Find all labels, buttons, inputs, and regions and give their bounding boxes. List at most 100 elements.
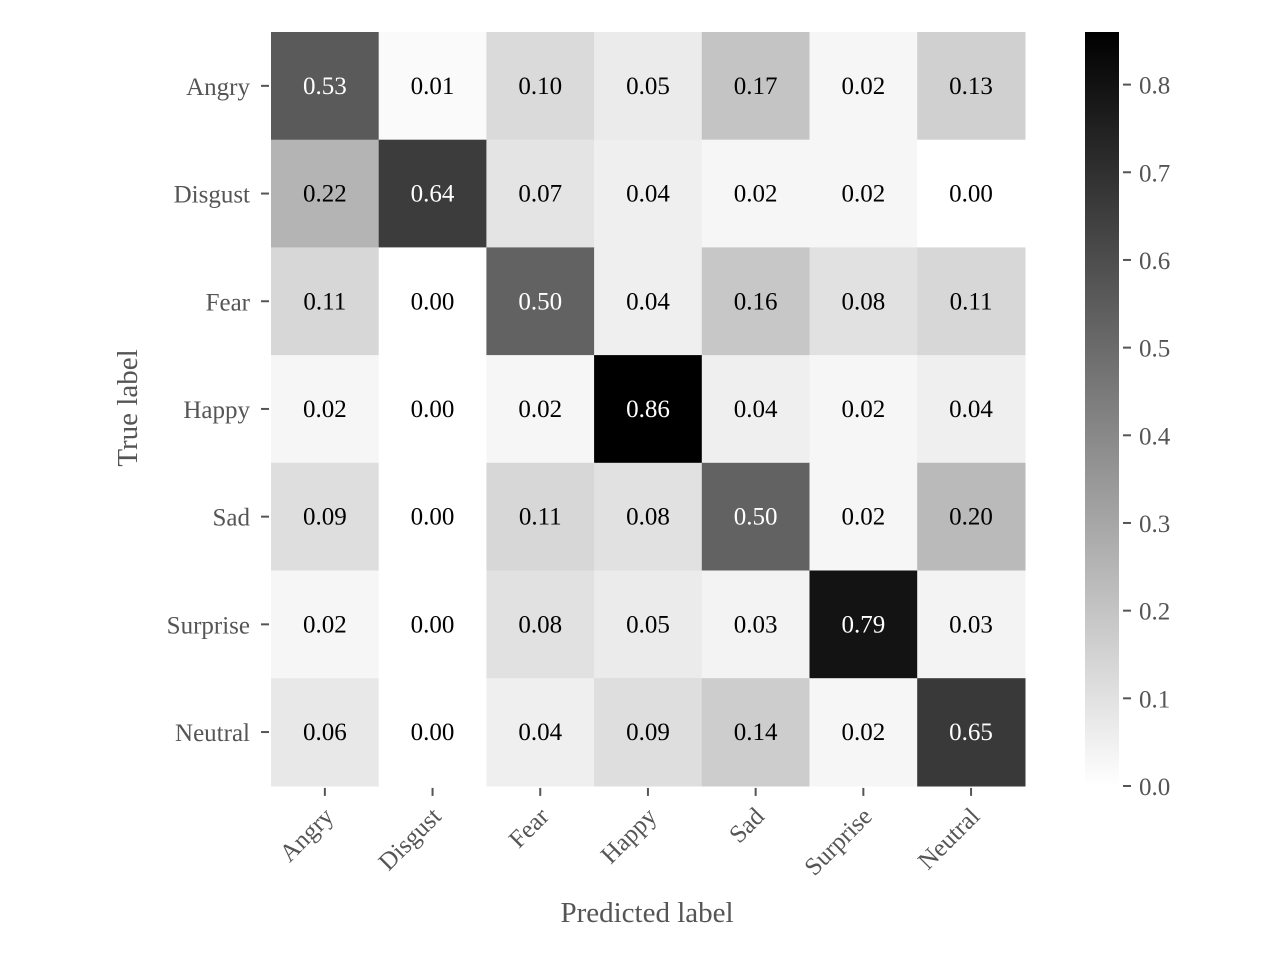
heatmap-cell <box>486 678 595 787</box>
y-axis-ticks: Angry Disgust Fear Happy Sad Surprise Neutral <box>167 74 269 747</box>
heatmap-cell <box>378 139 487 248</box>
y-tick-label: Happy <box>183 397 250 424</box>
y-axis-label: True label <box>112 349 144 466</box>
heatmap-cell <box>701 32 811 141</box>
cell-value-label: 0.64 <box>411 181 455 208</box>
heatmap-cell <box>809 355 918 464</box>
colorbar-tick-label: 0.7 <box>1139 160 1170 187</box>
heatmap-cell <box>378 570 487 679</box>
cell-value-label: 0.03 <box>734 611 778 638</box>
cell-value-label: 0.00 <box>411 396 455 423</box>
heatmap-cell <box>486 32 595 141</box>
cell-value-label: 0.09 <box>303 504 347 531</box>
cell-value-label: 0.08 <box>841 288 885 315</box>
heatmap-cell <box>271 355 380 464</box>
colorbar-tick-label: 0.6 <box>1139 248 1170 275</box>
heatmap-cell <box>594 139 703 248</box>
heatmap-cell <box>378 355 487 464</box>
heatmap-cell <box>701 247 811 356</box>
heatmap-cell <box>917 247 1026 356</box>
heatmap-cell <box>378 247 487 356</box>
heatmap-cells: 0.53 0.01 0.10 0.05 0.17 0.02 0.13 0.22 0.64 0.07… <box>271 32 1026 787</box>
cell-value-label: 0.00 <box>411 288 455 315</box>
heatmap-cell <box>809 570 918 679</box>
cell-value-label: 0.01 <box>411 73 455 100</box>
cell-value-label: 0.14 <box>734 719 778 746</box>
colorbar-tick-label: 0.4 <box>1139 423 1171 450</box>
cell-value-label: 0.11 <box>519 504 562 531</box>
cell-value-label: 0.04 <box>626 181 670 208</box>
cell-value-label: 0.20 <box>949 504 993 531</box>
heatmap-cell <box>809 247 918 356</box>
heatmap-cell <box>271 247 380 356</box>
cell-value-label: 0.02 <box>841 396 885 423</box>
cell-value-label: 0.50 <box>734 504 778 531</box>
cell-value-label: 0.65 <box>949 719 993 746</box>
colorbar-tick-label: 0.8 <box>1139 73 1170 100</box>
heatmap-cell <box>701 678 811 787</box>
heatmap-cell <box>917 139 1026 248</box>
heatmap-cell <box>271 678 380 787</box>
cell-value-label: 0.09 <box>626 719 670 746</box>
cell-value-label: 0.02 <box>841 73 885 100</box>
y-tick-label: Fear <box>206 289 251 316</box>
cell-value-label: 0.02 <box>841 181 885 208</box>
cell-value-label: 0.02 <box>841 504 885 531</box>
cell-value-label: 0.02 <box>841 719 885 746</box>
cell-value-label: 0.16 <box>734 288 778 315</box>
cell-value-label: 0.02 <box>303 611 347 638</box>
cell-value-label: 0.05 <box>626 73 670 100</box>
y-tick-label: Surprise <box>167 612 250 639</box>
heatmap-cell <box>486 139 595 248</box>
heatmap-cell <box>486 247 595 356</box>
heatmap-cell <box>594 462 703 572</box>
cell-value-label: 0.04 <box>734 396 778 423</box>
cell-value-label: 0.04 <box>949 396 993 423</box>
heatmap-cell <box>701 462 811 572</box>
colorbar-tick-label: 0.5 <box>1139 336 1170 363</box>
cell-value-label: 0.04 <box>626 288 670 315</box>
heatmap-cell <box>594 355 703 464</box>
colorbar <box>1085 32 1119 786</box>
cell-value-label: 0.06 <box>303 719 347 746</box>
cell-value-label: 0.08 <box>626 504 670 531</box>
heatmap-cell <box>594 247 703 356</box>
heatmap-cell <box>271 139 380 248</box>
cell-value-label: 0.50 <box>518 288 562 315</box>
cell-value-label: 0.79 <box>841 611 885 638</box>
heatmap-cell <box>809 678 918 787</box>
x-tick-label: Surprise <box>800 803 878 881</box>
cell-value-label: 0.17 <box>734 73 778 100</box>
cell-value-label: 0.22 <box>303 181 347 208</box>
x-axis-label: Predicted label <box>560 897 733 929</box>
cell-value-label: 0.10 <box>518 73 562 100</box>
colorbar-tick-label: 0.0 <box>1139 774 1170 801</box>
x-tick-label: Happy <box>596 803 663 870</box>
cell-value-label: 0.05 <box>626 611 670 638</box>
heatmap-cell <box>917 678 1026 787</box>
cell-value-label: 0.04 <box>518 719 562 746</box>
heatmap-cell <box>378 462 487 572</box>
heatmap-cell <box>271 462 380 572</box>
heatmap-cell <box>917 462 1026 572</box>
colorbar-tick-label: 0.2 <box>1139 599 1170 626</box>
cell-value-label: 0.02 <box>303 396 347 423</box>
y-tick-label: Neutral <box>175 720 250 747</box>
heatmap-cell <box>594 570 703 679</box>
heatmap-cell <box>917 570 1026 679</box>
heatmap-cell <box>701 570 811 679</box>
colorbar-ticks: 0.0 0.1 0.2 0.3 0.4 0.5 0.6 0.7 0.8 <box>1123 73 1171 801</box>
heatmap-cell <box>378 32 487 141</box>
cell-value-label: 0.53 <box>303 73 347 100</box>
heatmap-cell <box>701 139 811 248</box>
cell-value-label: 0.00 <box>949 181 993 208</box>
heatmap-cell <box>486 570 595 679</box>
x-tick-label: Fear <box>504 803 555 854</box>
cell-value-label: 0.08 <box>518 611 562 638</box>
x-axis-ticks: Angry Disgust Fear Happy Sad Surprise Neutral <box>275 787 985 881</box>
heatmap-cell <box>594 32 703 141</box>
heatmap-cell <box>486 355 595 464</box>
heatmap-cell <box>809 139 918 248</box>
cell-value-label: 0.00 <box>411 719 455 746</box>
